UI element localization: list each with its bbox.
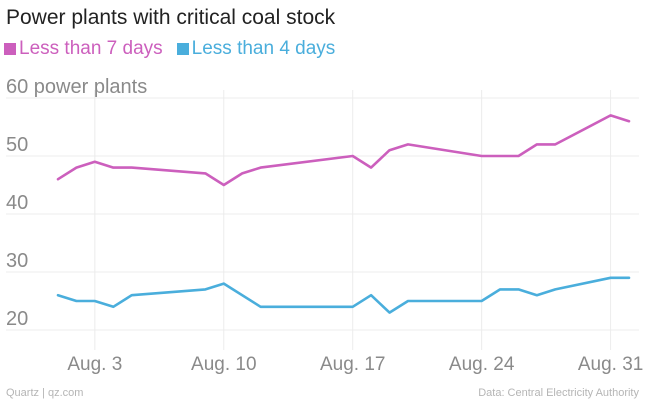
y-tick-label-50: 50: [6, 134, 28, 156]
x-tick-label-24: Aug. 24: [449, 354, 515, 375]
series-layer: [56, 114, 631, 314]
footer-source-left: Quartz | qz.com: [6, 387, 84, 399]
x-tick-label-3: Aug. 3: [67, 354, 122, 375]
series-line-less-than-4-days: [56, 276, 631, 314]
legend-item-less-than-7-days: Less than 7 days: [4, 38, 163, 60]
x-tick-label-17: Aug. 17: [320, 354, 386, 375]
y-tick-label-30: 30: [6, 250, 28, 272]
axis-labels-layer: 20 30 40 50 60 power plants Aug. 3 Aug. 10 Aug.…: [6, 76, 643, 375]
legend-label-4-days: Less than 4 days: [191, 38, 336, 59]
y-tick-label-40: 40: [6, 192, 28, 214]
grid-layer: [6, 90, 639, 350]
y-tick-label-20: 20: [6, 308, 28, 330]
legend-item-less-than-4-days: Less than 4 days: [176, 38, 336, 60]
legend-label-7-days: Less than 7 days: [19, 38, 163, 59]
series-line-less-than-7-days: [56, 114, 631, 187]
x-tick-label-31: Aug. 31: [578, 354, 644, 375]
legend-swatch-7-days: [4, 43, 16, 55]
x-tick-label-10: Aug. 10: [191, 354, 257, 375]
y-tick-label-60: 60 power plants: [6, 76, 147, 98]
chart-title: Power plants with critical coal stock: [6, 6, 336, 29]
legend-swatch-4-days: [176, 43, 189, 55]
footer-source-right: Data: Central Electricity Authority: [478, 387, 639, 399]
chart-legend: Less than 7 days Less than 4 days: [4, 38, 349, 60]
